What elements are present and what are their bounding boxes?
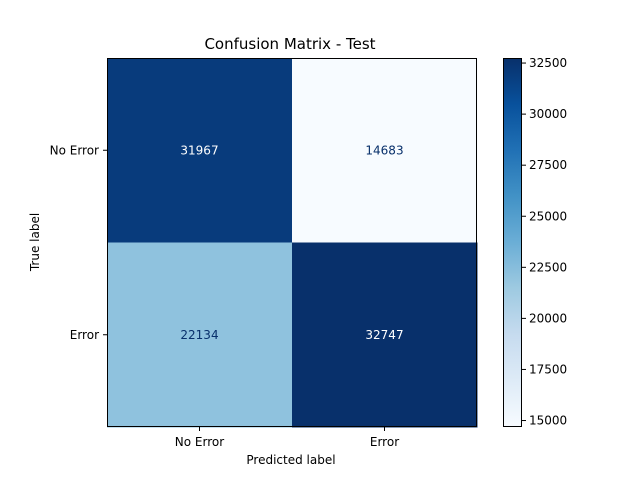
colorbar-tick-label: 25000 [529,209,567,223]
y-tick-label: Error [70,328,99,342]
matrix-cell-r0-c1 [292,58,478,243]
x-tick-label: No Error [175,435,224,449]
x-axis-ticks: No Error Error [175,427,399,449]
colorbar-tick-label: 17500 [529,362,567,376]
matrix-cell-value: 14683 [365,143,403,157]
matrix-cell-labels: 31967 14683 22134 32747 [180,143,403,342]
colorbar-tick-label: 27500 [529,158,567,172]
y-axis-label: True label [28,213,42,272]
x-axis-label: Predicted label [246,453,335,467]
y-axis-ticks: No Error Error [50,143,107,342]
matrix-cell-value: 22134 [180,328,218,342]
colorbar-tick-label: 30000 [529,107,567,121]
y-tick-label: No Error [50,143,99,157]
x-tick-label: Error [370,435,399,449]
colorbar-ticks: 15000 17500 20000 22500 25000 27500 30000 32500 [522,56,567,428]
matrix-cell-value: 31967 [180,143,218,157]
matrix-cell-r0-c0 [107,58,293,243]
matrix-cell-r1-c1 [292,242,478,428]
colorbar-gradient [503,58,522,427]
matrix-frame [107,58,477,427]
colorbar-tick-label: 15000 [529,414,567,428]
colorbar-tick-label: 22500 [529,260,567,274]
matrix-cells [107,58,478,428]
colorbar-tick-label: 32500 [529,56,567,70]
chart-title: Confusion Matrix - Test [204,35,375,53]
matrix-cell-r1-c0 [107,242,293,428]
matrix-cell-value: 32747 [365,328,403,342]
colorbar-tick-label: 20000 [529,311,567,325]
